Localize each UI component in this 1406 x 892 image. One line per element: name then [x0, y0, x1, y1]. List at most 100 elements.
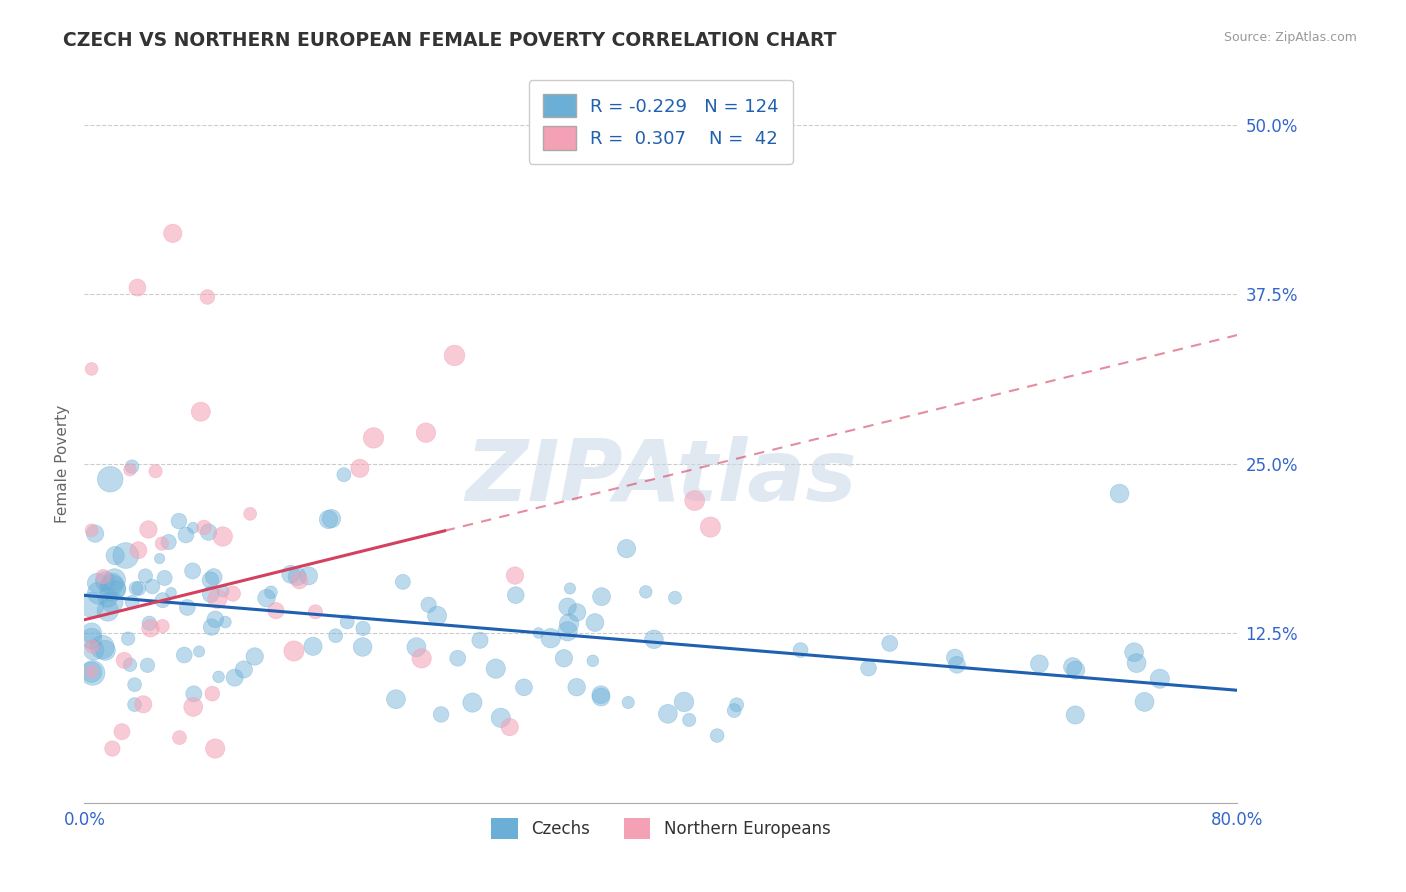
Point: [207, 670, 229, 684]
Point: [153, 571, 176, 585]
Point: [104, 549, 127, 563]
Point: [527, 626, 550, 640]
Point: [430, 707, 453, 722]
Text: ZIPAtlas: ZIPAtlas: [465, 436, 856, 519]
Point: [214, 615, 236, 629]
Y-axis label: Female Poverty: Female Poverty: [55, 405, 70, 523]
Point: [352, 621, 374, 635]
Point: [212, 584, 235, 599]
Point: [197, 290, 219, 304]
Point: [204, 741, 226, 756]
Point: [385, 692, 408, 706]
Point: [91, 640, 114, 654]
Point: [657, 706, 679, 721]
Point: [181, 700, 204, 714]
Point: [157, 535, 180, 549]
Point: [683, 493, 706, 508]
Point: [134, 569, 156, 583]
Point: [617, 696, 640, 710]
Point: [204, 612, 226, 626]
Point: [200, 573, 222, 587]
Point: [723, 704, 745, 718]
Point: [80, 665, 103, 679]
Point: [321, 511, 343, 525]
Point: [121, 595, 143, 609]
Point: [80, 524, 103, 538]
Point: [80, 665, 103, 680]
Point: [725, 698, 748, 712]
Point: [188, 644, 211, 658]
Point: [141, 580, 163, 594]
Point: [82, 665, 104, 680]
Point: [94, 643, 117, 657]
Point: [105, 582, 128, 597]
Point: [468, 633, 491, 648]
Point: [121, 459, 143, 474]
Point: [117, 632, 139, 646]
Point: [302, 640, 325, 654]
Point: [202, 570, 225, 584]
Point: [181, 564, 204, 578]
Point: [181, 521, 204, 535]
Point: [672, 695, 695, 709]
Point: [124, 678, 146, 692]
Point: [858, 661, 880, 675]
Point: [232, 663, 254, 677]
Point: [699, 520, 721, 534]
Point: [103, 573, 125, 587]
Point: [557, 599, 579, 614]
Point: [318, 512, 340, 526]
Point: [589, 690, 612, 704]
Point: [136, 658, 159, 673]
Point: [139, 621, 162, 635]
Text: CZECH VS NORTHERN EUROPEAN FEMALE POVERTY CORRELATION CHART: CZECH VS NORTHERN EUROPEAN FEMALE POVERT…: [63, 31, 837, 50]
Point: [80, 632, 103, 646]
Point: [200, 620, 222, 634]
Point: [118, 463, 141, 477]
Point: [173, 648, 195, 662]
Point: [150, 536, 173, 550]
Point: [489, 711, 512, 725]
Point: [190, 405, 212, 419]
Point: [1125, 656, 1147, 670]
Point: [125, 582, 148, 596]
Point: [183, 687, 205, 701]
Point: [418, 598, 440, 612]
Point: [101, 577, 124, 591]
Point: [283, 644, 305, 658]
Point: [201, 687, 224, 701]
Point: [80, 598, 103, 612]
Point: [84, 526, 107, 541]
Point: [288, 574, 311, 588]
Point: [513, 681, 536, 695]
Point: [162, 227, 184, 241]
Point: [239, 507, 262, 521]
Point: [94, 574, 117, 589]
Point: [97, 591, 120, 605]
Point: [879, 636, 901, 650]
Point: [392, 574, 415, 589]
Point: [132, 698, 155, 712]
Point: [304, 605, 326, 619]
Point: [152, 619, 174, 633]
Point: [1028, 657, 1050, 671]
Point: [789, 643, 811, 657]
Point: [616, 541, 638, 556]
Point: [333, 467, 356, 482]
Point: [505, 588, 527, 602]
Text: Source: ZipAtlas.com: Source: ZipAtlas.com: [1223, 31, 1357, 45]
Point: [499, 720, 522, 734]
Point: [256, 591, 278, 606]
Point: [160, 585, 183, 599]
Point: [224, 671, 246, 685]
Point: [503, 568, 526, 582]
Point: [1123, 645, 1146, 659]
Point: [943, 650, 966, 665]
Point: [706, 729, 728, 743]
Point: [167, 514, 190, 528]
Point: [664, 591, 686, 605]
Point: [91, 569, 114, 583]
Point: [565, 680, 588, 694]
Point: [352, 640, 374, 654]
Point: [411, 651, 433, 665]
